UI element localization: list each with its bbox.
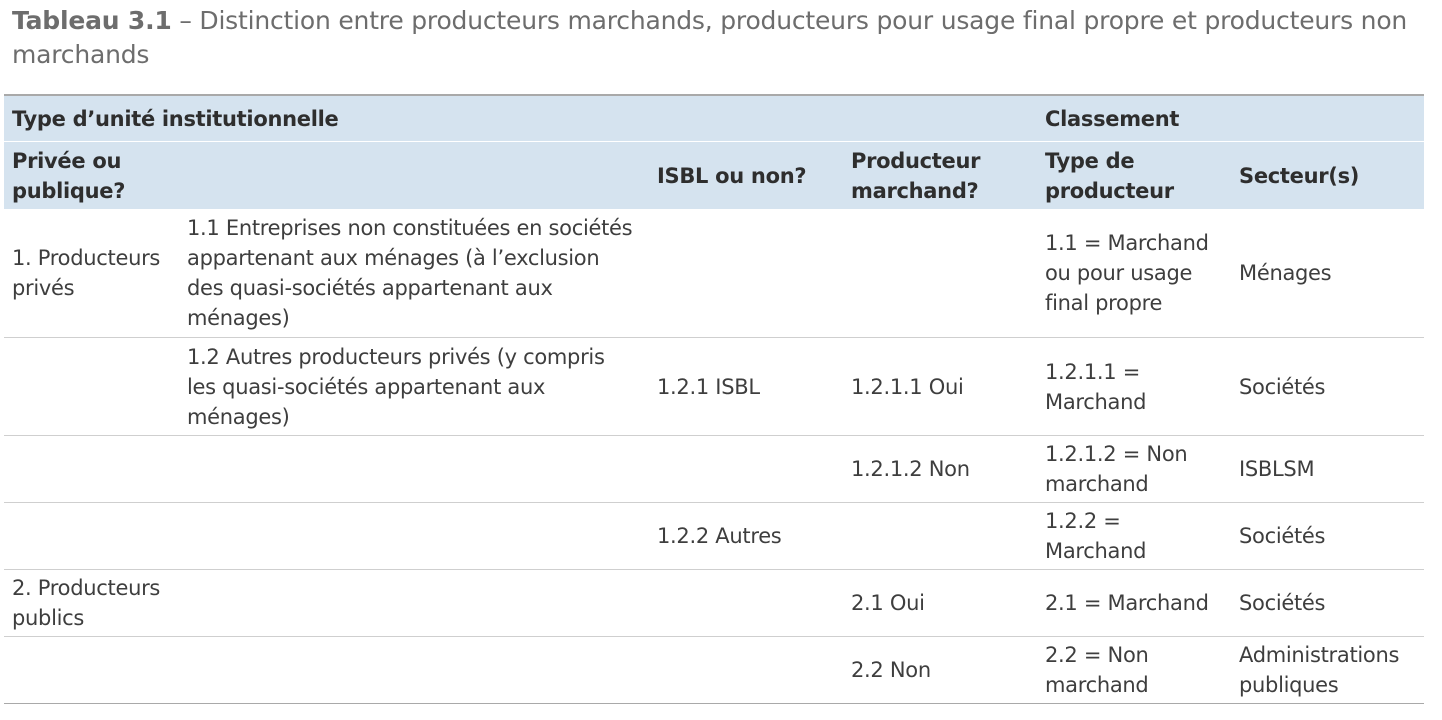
cell-detail xyxy=(179,502,649,570)
table-caption-text: – Distinction entre producteurs marchand… xyxy=(12,6,1408,69)
cell-type-producteur-text: 1.1 = Marchand ou pour usage final propr… xyxy=(1045,231,1209,315)
cell-type-producteur-text: 1.2.1.2 = Non marchand xyxy=(1045,442,1188,496)
cell-secteurs: Sociétés xyxy=(1231,337,1425,436)
table-caption: Tableau 3.1 – Distinction entre producte… xyxy=(12,4,1432,72)
cell-detail xyxy=(179,569,649,637)
cell-marchand: 2.1 Oui xyxy=(843,569,1037,637)
cell-isbl: 1.2.2 Autres xyxy=(649,502,843,570)
cell-detail-text: 1.1 Entreprises non constituées en socié… xyxy=(187,216,633,330)
cell-type-producteur: 2.2 = Non marchand xyxy=(1037,636,1231,704)
cell-secteurs: Sociétés xyxy=(1231,502,1425,570)
cell-detail: 1.2 Autres producteurs privés (y compris… xyxy=(179,337,649,436)
cell-privee: 2. Producteurs publics xyxy=(4,569,179,637)
cell-isbl xyxy=(649,569,843,637)
cell-type-producteur-text: 1.2.1.1 = Marchand xyxy=(1045,359,1147,414)
col-header-privee-text: Privée ou publique? xyxy=(12,148,126,203)
table-row: 1. Producteurs privés 1.1 Entreprises no… xyxy=(4,209,1425,338)
group-header-type-unite: Type d’unité institutionnelle xyxy=(4,94,1037,142)
cell-secteurs: Sociétés xyxy=(1231,569,1425,637)
table-row: 2.2 Non 2.2 = Non marchand Administratio… xyxy=(4,636,1425,704)
cell-privee xyxy=(4,337,179,436)
cell-marchand xyxy=(843,502,1037,570)
cell-isbl xyxy=(649,636,843,704)
group-header-row: Type d’unité institutionnelle Classement xyxy=(4,94,1425,142)
cell-marchand xyxy=(843,209,1037,338)
cell-type-producteur: 1.1 = Marchand ou pour usage final propr… xyxy=(1037,209,1231,338)
cell-detail xyxy=(179,636,649,704)
cell-type-producteur: 1.2.1.1 = Marchand xyxy=(1037,337,1231,436)
classification-table: Type d’unité institutionnelle Classement… xyxy=(4,94,1425,704)
cell-type-producteur-text: 2.2 = Non marchand xyxy=(1045,643,1149,697)
col-header-privee: Privée ou publique? xyxy=(4,141,649,209)
cell-secteurs: ISBLSM xyxy=(1231,435,1425,503)
col-header-type-producteur-text: Type de producteur xyxy=(1045,148,1174,203)
cell-detail-text: 1.2 Autres producteurs privés (y compris… xyxy=(187,344,605,429)
cell-detail xyxy=(179,435,649,503)
col-header-isbl: ISBL ou non? xyxy=(649,141,843,209)
col-header-marchand: Producteur marchand? xyxy=(843,141,1037,209)
table-row: 1.2 Autres producteurs privés (y compris… xyxy=(4,337,1425,436)
col-header-marchand-text: Producteur marchand? xyxy=(851,148,981,203)
table-row: 1.2.1.2 Non 1.2.1.2 = Non marchand ISBLS… xyxy=(4,435,1425,503)
column-header-row: Privée ou publique? ISBL ou non? Product… xyxy=(4,141,1425,209)
cell-secteurs: Administrations publiques xyxy=(1231,636,1425,704)
cell-privee-text: 2. Producteurs publics xyxy=(12,576,161,630)
cell-isbl: 1.2.1 ISBL xyxy=(649,337,843,436)
cell-privee: 1. Producteurs privés xyxy=(4,209,179,338)
col-header-type-producteur: Type de producteur xyxy=(1037,141,1231,209)
table-row: 2. Producteurs publics 2.1 Oui 2.1 = Mar… xyxy=(4,569,1425,637)
cell-type-producteur: 1.2.2 = Marchand xyxy=(1037,502,1231,570)
table-row: 1.2.2 Autres 1.2.2 = Marchand Sociétés xyxy=(4,502,1425,570)
cell-type-producteur-text: 1.2.2 = Marchand xyxy=(1045,509,1147,563)
cell-marchand: 1.2.1.1 Oui xyxy=(843,337,1037,436)
cell-detail: 1.1 Entreprises non constituées en socié… xyxy=(179,209,649,338)
cell-type-producteur: 1.2.1.2 = Non marchand xyxy=(1037,435,1231,503)
cell-privee xyxy=(4,435,179,503)
cell-isbl xyxy=(649,435,843,503)
cell-privee xyxy=(4,502,179,570)
cell-type-producteur: 2.1 = Marchand xyxy=(1037,569,1231,637)
cell-marchand: 1.2.1.2 Non xyxy=(843,435,1037,503)
table-caption-label: Tableau 3.1 xyxy=(12,6,172,35)
cell-privee xyxy=(4,636,179,704)
group-header-classement: Classement xyxy=(1037,94,1425,142)
cell-marchand: 2.2 Non xyxy=(843,636,1037,704)
cell-secteurs-text: Administrations publiques xyxy=(1239,643,1400,697)
col-header-secteurs: Secteur(s) xyxy=(1231,141,1425,209)
cell-isbl xyxy=(649,209,843,338)
cell-secteurs: Ménages xyxy=(1231,209,1425,338)
